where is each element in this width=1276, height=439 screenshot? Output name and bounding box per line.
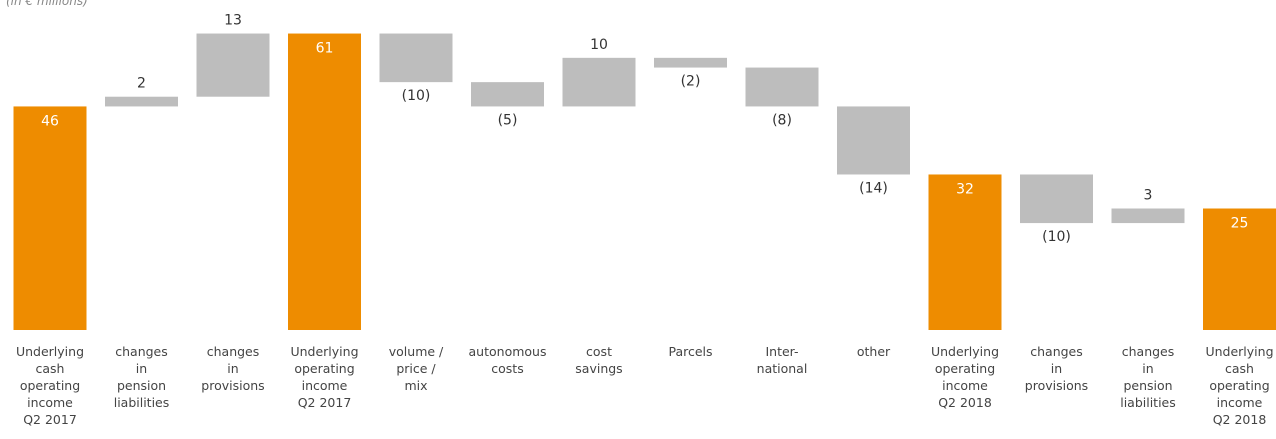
value-label: (5) (498, 112, 518, 128)
category-label: Underlying cash operating income Q2 2018 (1205, 344, 1274, 427)
value-label: 25 (1231, 216, 1249, 232)
bar (837, 106, 910, 175)
category-label: changes in pension liabilities (113, 344, 170, 410)
value-label: (8) (772, 112, 792, 128)
bar (379, 33, 453, 83)
value-label: 32 (956, 181, 974, 197)
category-label: Inter- national (756, 344, 808, 376)
value-label: (2) (681, 74, 701, 90)
bar (1203, 208, 1276, 330)
bar (13, 106, 87, 330)
bar (654, 57, 727, 68)
value-label: 2 (137, 76, 146, 92)
bar (745, 67, 819, 107)
bar (1111, 208, 1185, 224)
bar (196, 33, 270, 97)
chart: 46 2 13 61 (10) (5) 10 (2) (8) (14) 32 (10) 3 25 (13, 13, 1276, 330)
category-label: changes in provisions (201, 344, 265, 393)
value-label: 3 (1144, 188, 1153, 204)
value-label: 46 (41, 113, 59, 129)
value-label: 10 (590, 37, 608, 53)
bar (562, 57, 636, 107)
value-label: (10) (1042, 229, 1071, 245)
category-label: Underlying operating income Q2 2017 (290, 344, 359, 410)
category-label: changes in pension liabilities (1120, 344, 1176, 410)
category-label: Underlying operating income Q2 2018 (930, 344, 1000, 410)
category-label: autonomous costs (468, 344, 547, 376)
value-label: 61 (316, 41, 334, 57)
category-label: cost savings (575, 344, 623, 376)
bar (105, 96, 178, 107)
category-label: Underlying cash operating income Q2 2017 (15, 344, 85, 427)
category-label: changes in provisions (1024, 344, 1089, 393)
value-label: 13 (224, 13, 242, 29)
category-label: other (856, 344, 891, 359)
bar (471, 82, 544, 107)
value-label: (14) (859, 180, 888, 196)
bar (1020, 174, 1093, 224)
bar (928, 174, 1002, 330)
category-label: volume / price / mix (388, 344, 444, 393)
subtitle: (in € millions) (6, 0, 88, 8)
category-label: Parcels (668, 344, 713, 359)
bar (288, 33, 361, 330)
value-label: (10) (402, 88, 431, 104)
